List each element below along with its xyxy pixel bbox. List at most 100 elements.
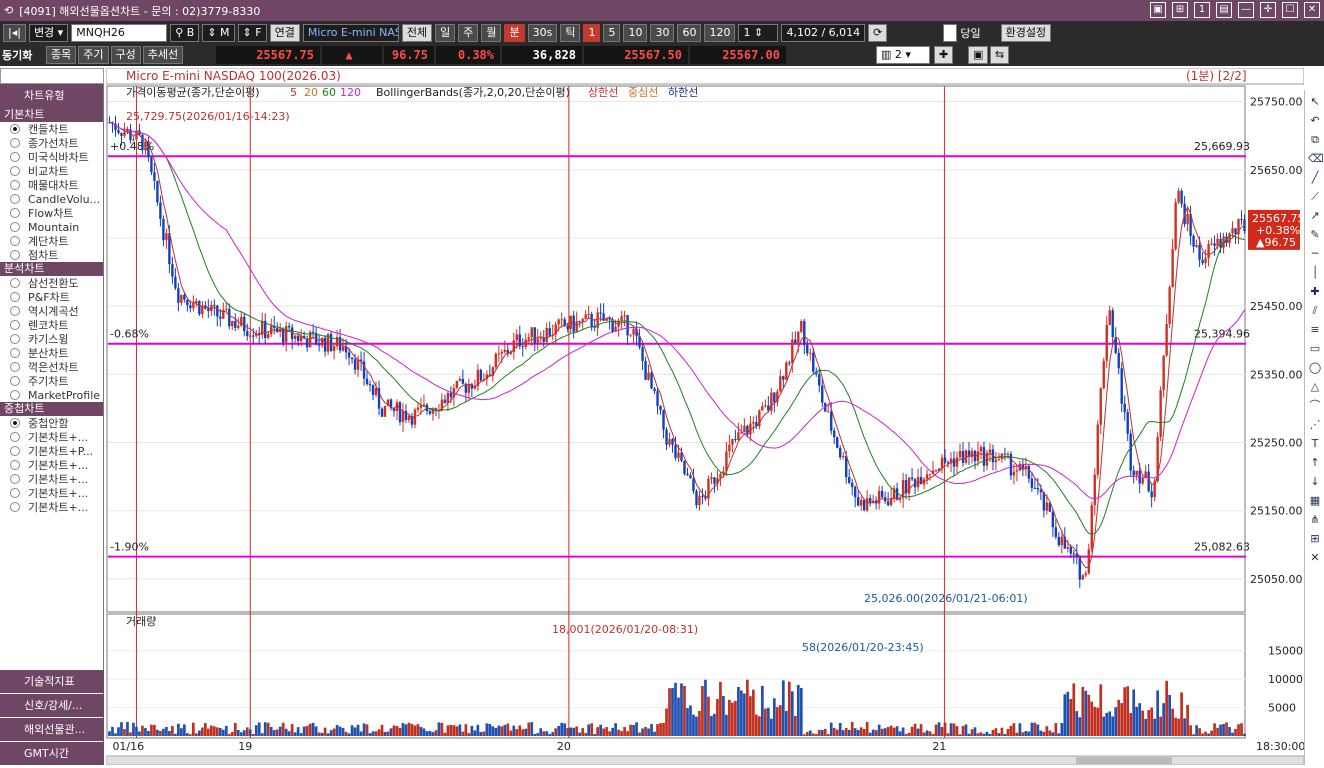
radio-icon[interactable]	[10, 376, 20, 386]
radio-icon[interactable]	[10, 488, 20, 498]
text-icon[interactable]: T	[1311, 437, 1319, 450]
chart-type-option[interactable]: 렌코차트	[0, 318, 103, 332]
tab-symbol[interactable]: 종목	[46, 46, 77, 64]
move-icon[interactable]: ✛	[1260, 2, 1276, 18]
fib-icon[interactable]: ≡	[1310, 323, 1320, 336]
magnet-icon[interactable]: ⋔	[1310, 513, 1320, 526]
trendline-icon[interactable]: ⟋	[1311, 190, 1319, 203]
chart-type-option[interactable]: 캔들차트	[0, 122, 103, 136]
chart-type-option[interactable]: 꺽은선차트	[0, 360, 103, 374]
chart-type-option[interactable]: 삼선전환도	[0, 276, 103, 290]
chart-type-option[interactable]: 매물대차트	[0, 178, 103, 192]
rect-icon[interactable]: ▭	[1309, 342, 1321, 355]
radio-icon[interactable]	[10, 320, 20, 330]
chart-type-option[interactable]: 기본차트+...	[0, 458, 103, 472]
chart-type-option[interactable]: CandleVolu...	[0, 192, 103, 206]
save-icon[interactable]: ▣	[968, 46, 989, 64]
search-b-button[interactable]: ⚲ B	[170, 23, 200, 42]
search-m-button[interactable]: ⇕ M	[202, 23, 235, 42]
cursor-icon[interactable]: ↖	[1310, 95, 1320, 108]
period-week[interactable]: 주	[458, 23, 479, 42]
chart-type-option[interactable]: 기본차트+...	[0, 500, 103, 514]
radio-icon[interactable]	[10, 474, 20, 484]
interval-60[interactable]: 60	[677, 23, 702, 42]
ruler-icon[interactable]: ⊞	[1310, 532, 1320, 545]
today-checkbox[interactable]	[943, 23, 958, 42]
arrow-up-icon[interactable]: ↑	[1310, 456, 1320, 469]
radio-icon[interactable]	[10, 222, 20, 232]
radio-icon[interactable]	[10, 124, 20, 134]
radio-icon[interactable]	[10, 306, 20, 316]
chart-panel[interactable]: Micro E-mini NASDAQ 100(2026.03) (1분) [2/…	[105, 67, 1305, 766]
triangle-icon[interactable]: △	[1310, 380, 1320, 393]
eraser-icon[interactable]: ⌫	[1308, 152, 1324, 165]
channel-icon[interactable]: ⫽	[1312, 304, 1318, 317]
chart-type-option[interactable]: MarketProfile	[0, 388, 103, 402]
symbol-input[interactable]: MNQH26	[71, 23, 168, 42]
period-30s[interactable]: 30s	[527, 23, 558, 42]
chart-type-option[interactable]: 기본차트+...	[0, 486, 103, 500]
radio-icon[interactable]	[10, 250, 20, 260]
interval-30[interactable]: 30	[650, 23, 675, 42]
chart-type-header[interactable]: 차트유형	[0, 84, 103, 108]
chart-type-option[interactable]: 계단차트	[0, 234, 103, 248]
radio-icon[interactable]	[10, 348, 20, 358]
layout-select[interactable]: ▥ 2 ▾	[876, 46, 930, 64]
chart-type-option[interactable]: 기본차트+...	[0, 472, 103, 486]
gann-icon[interactable]: ⋰	[1309, 418, 1321, 431]
toggle-sidebar-icon[interactable]: |◂|	[3, 23, 26, 42]
chart-type-option[interactable]: Mountain	[0, 220, 103, 234]
radio-icon[interactable]	[10, 418, 20, 428]
radio-icon[interactable]	[10, 236, 20, 246]
chart-type-option[interactable]: 점차트	[0, 248, 103, 262]
sync-label[interactable]: 동기화	[2, 49, 33, 62]
sidebar-bottom-gmt[interactable]: GMT시간	[0, 742, 104, 765]
radio-icon[interactable]	[10, 334, 20, 344]
chart-type-option[interactable]: 역시계곡선	[0, 304, 103, 318]
chart-type-option[interactable]: 비교차트	[0, 164, 103, 178]
count-stepper[interactable]: 1 ⇕	[738, 23, 779, 42]
radio-icon[interactable]	[10, 166, 20, 176]
radio-icon[interactable]	[10, 208, 20, 218]
radio-icon[interactable]	[10, 278, 20, 288]
tab-trendline[interactable]: 추세선	[142, 46, 184, 64]
chart-type-option[interactable]: 분산차트	[0, 346, 103, 360]
radio-icon[interactable]	[10, 432, 20, 442]
tab-composition[interactable]: 구성	[110, 46, 141, 64]
radio-icon[interactable]	[10, 362, 20, 372]
link-button[interactable]: 연결	[269, 23, 300, 42]
radio-icon[interactable]	[10, 460, 20, 470]
radio-icon[interactable]	[10, 138, 20, 148]
sidebar-section-header[interactable]: 분석차트	[0, 262, 103, 276]
radio-icon[interactable]	[10, 502, 20, 512]
grid-icon[interactable]: ⊞	[1172, 2, 1188, 18]
undo-icon[interactable]: ↶	[1310, 114, 1320, 127]
radio-icon[interactable]	[10, 292, 20, 302]
sidebar-bottom-futures[interactable]: 해외선물관...	[0, 718, 104, 741]
maximize-icon[interactable]: ☐	[1282, 2, 1298, 18]
minimize-icon[interactable]: —	[1238, 2, 1254, 18]
radio-icon[interactable]	[10, 390, 20, 400]
interval-1[interactable]: 1	[583, 23, 601, 42]
radio-icon[interactable]	[10, 446, 20, 456]
chart-type-option[interactable]: P&F차트	[0, 290, 103, 304]
chart-type-option[interactable]: 카기스윙	[0, 332, 103, 346]
list-icon[interactable]: ▤	[1216, 2, 1232, 18]
chart-type-option[interactable]: 주기차트	[0, 374, 103, 388]
cross-icon[interactable]: ✚	[1310, 285, 1320, 298]
vline-icon[interactable]: │	[1311, 266, 1319, 279]
sidebar-bottom-signals[interactable]: 신호/강세/...	[0, 694, 104, 717]
chart-type-option[interactable]: 종가선차트	[0, 136, 103, 150]
interval-10[interactable]: 10	[623, 23, 648, 42]
settings-button[interactable]: 환경설정	[1000, 23, 1052, 42]
chart-type-option[interactable]: 중첩안함	[0, 416, 103, 430]
chart-type-option[interactable]: 기본차트+...	[0, 430, 103, 444]
sidebar-section-header[interactable]: 중첩차트	[0, 402, 103, 416]
chart-canvas[interactable]: Micro E-mini NASDAQ 100(2026.03) (1분) [2/…	[105, 67, 1305, 766]
circle-icon[interactable]: ◯	[1308, 361, 1322, 374]
chart-type-option[interactable]: 미국식바차트	[0, 150, 103, 164]
pen-icon[interactable]: ✎	[1310, 228, 1320, 241]
line-icon[interactable]: ╱	[1311, 171, 1319, 184]
sidebar-search-input[interactable]	[0, 68, 104, 84]
radio-icon[interactable]	[10, 194, 20, 204]
